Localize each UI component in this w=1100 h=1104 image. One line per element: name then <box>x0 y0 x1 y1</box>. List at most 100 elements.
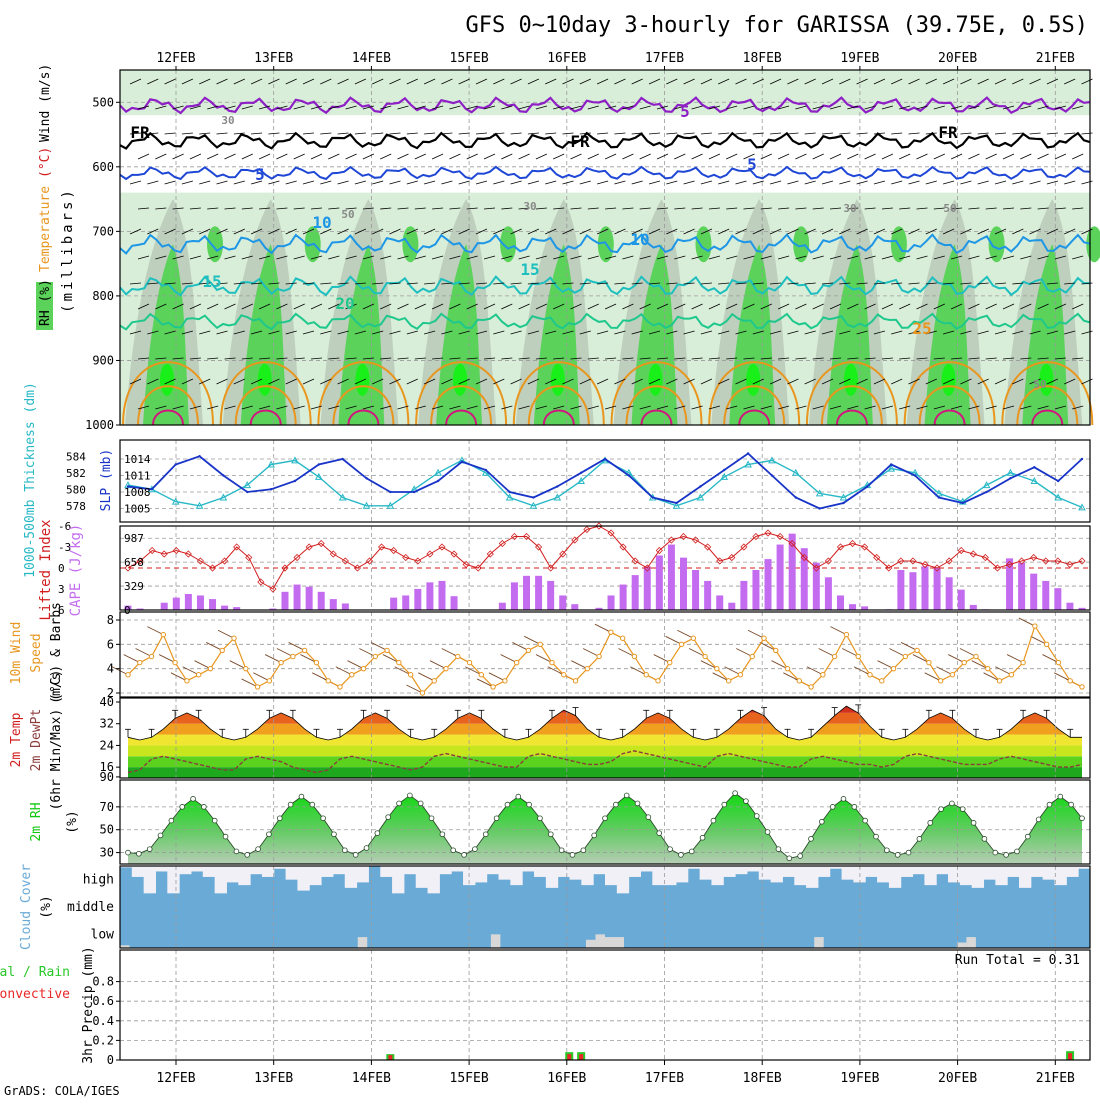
rh-frame <box>119 779 1091 865</box>
thickness-point <box>386 501 395 509</box>
wind-barb <box>631 378 643 385</box>
rh2m-point <box>537 815 543 822</box>
rh-tick-label: 50 <box>100 823 114 837</box>
wind-barb <box>1020 207 1032 210</box>
wind-barb <box>293 255 305 260</box>
cape-bar <box>329 599 337 610</box>
wind-barb <box>873 78 886 85</box>
wind-barb <box>812 105 824 110</box>
wind-barb <box>493 78 505 85</box>
wind-barb <box>839 78 851 85</box>
wind-barb <box>493 180 505 185</box>
wind-barb <box>639 357 651 360</box>
wind10-point <box>1008 672 1015 678</box>
wind-barb <box>726 255 738 260</box>
contour-label: FR <box>130 123 150 142</box>
li-point <box>522 532 531 541</box>
wind10-point <box>184 678 190 684</box>
wind-barb <box>441 228 453 235</box>
wind-barb <box>769 180 782 185</box>
wind-barb <box>510 378 522 385</box>
wind10-point <box>137 659 143 666</box>
isotherm-25-dome <box>415 361 508 426</box>
rh-core-bright <box>550 363 565 396</box>
wind-barb <box>458 78 470 85</box>
rh-legend-swatch <box>36 282 53 330</box>
wind-barb <box>241 405 253 410</box>
cloud-low-bar <box>605 937 615 948</box>
wind-barb <box>233 78 245 85</box>
wind10-barb <box>135 648 152 657</box>
wind10-point <box>725 678 732 684</box>
wind-barb <box>535 105 548 110</box>
wind-barb <box>873 132 885 135</box>
wind-barb <box>241 153 253 160</box>
wind-barb <box>570 303 582 310</box>
wind-barb <box>908 330 920 335</box>
thickness-point <box>338 493 347 501</box>
wind-barb <box>250 228 263 235</box>
wind10-barb <box>488 672 506 682</box>
isotherm-minus5 <box>119 96 1091 115</box>
rh2m-point <box>482 831 489 838</box>
rh2m-point <box>894 852 901 858</box>
wind-barb <box>518 207 530 210</box>
wind10-barb <box>877 660 894 670</box>
wind-barb <box>700 228 713 235</box>
rh2m-point <box>168 817 175 824</box>
wind-barb <box>795 255 807 260</box>
cloud-high-clear <box>261 866 275 877</box>
wind-barb <box>224 303 236 310</box>
wind-barb <box>258 255 271 260</box>
li-point <box>1078 557 1086 565</box>
wind-barb <box>622 357 634 360</box>
rh2m-point <box>721 801 728 808</box>
wind-barb <box>839 330 851 335</box>
cape-bar <box>1078 607 1086 610</box>
wind-barb <box>899 207 911 210</box>
temp-tick-label: 32 <box>100 717 114 731</box>
slp-point <box>985 490 988 494</box>
cape-bar <box>1030 573 1038 610</box>
wind-barb <box>795 357 807 360</box>
li-point <box>414 557 422 565</box>
rh2m-point <box>255 846 261 852</box>
wind-barb <box>518 105 530 110</box>
wind-barb <box>933 105 945 110</box>
wind-barb <box>475 378 488 385</box>
slp-point <box>723 468 726 472</box>
wind-barb <box>787 78 799 85</box>
wind-barb <box>1081 282 1093 285</box>
top-date-label: 13FEB <box>254 51 293 66</box>
li-point <box>136 557 144 565</box>
cloud-high-clear <box>829 866 843 869</box>
top-date-label: 17FEB <box>645 51 684 66</box>
wind10-barb <box>158 654 176 663</box>
wind-barb <box>251 282 263 285</box>
wind-barb <box>493 330 505 335</box>
rh2m-point <box>591 832 597 839</box>
temp2m-ylabel-2: 2m DewPt <box>29 709 44 772</box>
wind10-point <box>714 665 720 672</box>
wind-barb <box>614 180 626 185</box>
slp-point <box>675 501 678 505</box>
li-point <box>438 543 446 551</box>
wind-barb <box>666 78 678 85</box>
wind10-barb <box>264 654 282 663</box>
contour-label: 50 <box>943 202 956 215</box>
wind-barb <box>777 255 790 260</box>
cloud-high-clear <box>155 866 168 872</box>
wind-barb <box>881 207 893 210</box>
wind-barb <box>708 303 721 310</box>
wind-barb <box>129 132 142 135</box>
cape-bar <box>341 603 349 610</box>
wind10-point <box>667 659 673 666</box>
cape-bar <box>1066 602 1074 610</box>
wind-barb <box>258 303 271 310</box>
thickness-point <box>434 468 442 476</box>
wind-barb <box>207 357 219 360</box>
li-point <box>1018 557 1026 565</box>
upper-legend-wind: Wind (m/s) <box>38 64 53 142</box>
